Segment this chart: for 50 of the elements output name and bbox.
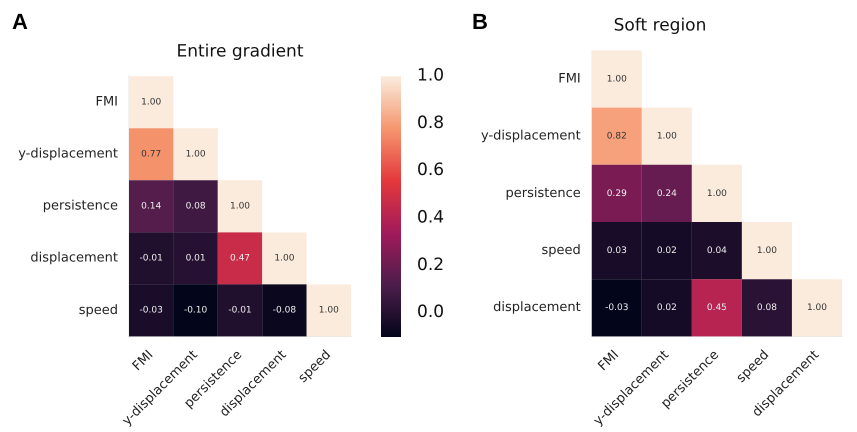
color-bar-label: 0.6 xyxy=(417,160,444,180)
y-tick-label: speed xyxy=(541,242,581,258)
data-label: 0.82 xyxy=(606,132,627,142)
data-label: 1.00 xyxy=(806,303,828,314)
data-label: 0.08 xyxy=(186,202,206,212)
data-label: 0.02 xyxy=(656,303,677,314)
y-tick-label: FMI xyxy=(558,71,581,86)
y-tick-label: displacement xyxy=(493,300,581,316)
data-label: 0.08 xyxy=(756,303,778,314)
data-label: 0.02 xyxy=(656,246,677,256)
data-label: -0.01 xyxy=(228,306,252,316)
data-label: 1.00 xyxy=(318,306,340,316)
data-label: -0.10 xyxy=(184,306,208,316)
color-bar-label: 0.4 xyxy=(417,208,444,228)
y-tick-label: persistence xyxy=(506,186,581,201)
data-label: 1.00 xyxy=(706,188,728,199)
color-bar-label: 1.0 xyxy=(417,66,444,86)
data-label: 0.45 xyxy=(706,303,727,314)
y-tick-label: speed xyxy=(78,302,118,318)
data-label: 1.00 xyxy=(230,202,250,212)
data-label: 1.00 xyxy=(606,74,628,84)
data-label: 0.04 xyxy=(706,246,728,256)
data-label: 0.14 xyxy=(141,202,162,212)
data-label: 1.00 xyxy=(274,254,295,264)
data-label: 0.77 xyxy=(141,150,162,160)
data-label: 0.24 xyxy=(656,188,678,199)
data-label: 0.03 xyxy=(606,246,627,256)
y-tick-label: displacement xyxy=(30,250,118,266)
data-label: -0.01 xyxy=(140,254,163,264)
data-label: -0.03 xyxy=(605,303,628,314)
data-label: 1.00 xyxy=(756,246,778,256)
chart-title: Entire gradient xyxy=(176,41,304,62)
data-label: 0.29 xyxy=(606,188,628,199)
y-tick-label: y-displacement xyxy=(480,128,581,144)
text: B xyxy=(472,9,488,34)
color-bar-label: 0.2 xyxy=(417,254,444,275)
color-bar-label: 0.8 xyxy=(417,112,444,133)
text: A xyxy=(12,9,28,34)
data-label: 0.01 xyxy=(186,254,206,264)
data-label: 0.47 xyxy=(230,254,250,264)
color-bar-label: 0.0 xyxy=(417,302,444,322)
data-label: 1.00 xyxy=(186,150,206,160)
data-label: -0.03 xyxy=(140,306,163,316)
data-label: -0.08 xyxy=(272,306,296,316)
data-label: 1.00 xyxy=(141,98,162,108)
data-label: 1.00 xyxy=(656,132,678,142)
chart-title: Soft region xyxy=(614,16,706,36)
y-tick-label: y-displacement xyxy=(18,146,118,162)
y-tick-label: FMI xyxy=(95,94,118,110)
y-tick-label: persistence xyxy=(42,198,118,214)
